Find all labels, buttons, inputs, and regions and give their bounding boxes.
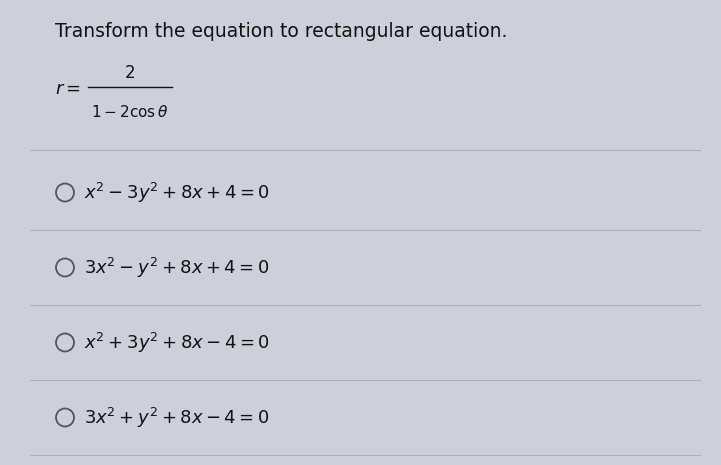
- Text: 2: 2: [125, 64, 136, 82]
- Text: Transform the equation to rectangular equation.: Transform the equation to rectangular eq…: [55, 22, 508, 41]
- Text: $x^2 - 3y^2 + 8x + 4 = 0$: $x^2 - 3y^2 + 8x + 4 = 0$: [84, 180, 270, 205]
- Text: $x^2 + 3y^2 + 8x - 4 = 0$: $x^2 + 3y^2 + 8x - 4 = 0$: [84, 331, 270, 354]
- Text: $1-2\cos\theta$: $1-2\cos\theta$: [92, 104, 169, 120]
- Text: $3x^2 + y^2 + 8x - 4 = 0$: $3x^2 + y^2 + 8x - 4 = 0$: [84, 405, 270, 430]
- Text: $3x^2 - y^2 + 8x + 4 = 0$: $3x^2 - y^2 + 8x + 4 = 0$: [84, 255, 270, 279]
- Text: $r=$: $r=$: [55, 80, 81, 98]
